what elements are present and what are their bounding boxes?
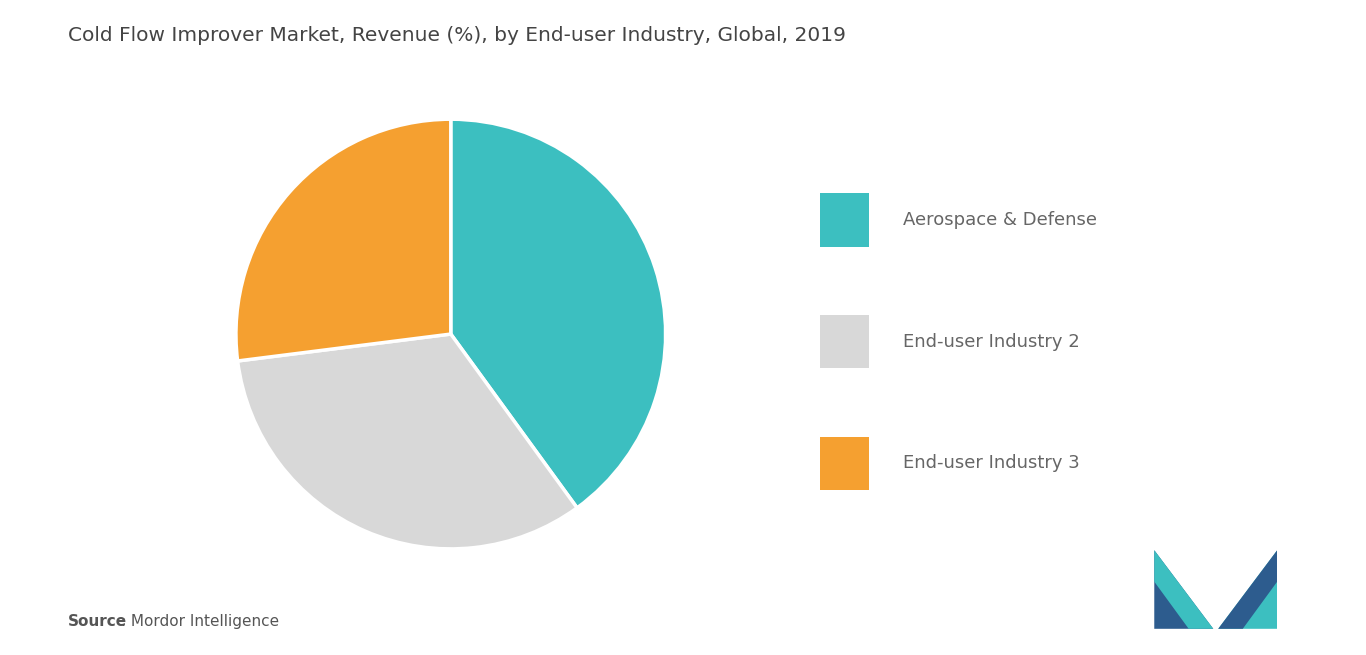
Polygon shape bbox=[1218, 550, 1277, 629]
FancyBboxPatch shape bbox=[820, 437, 869, 490]
Text: Aerospace & Defense: Aerospace & Defense bbox=[903, 211, 1097, 229]
Text: End-user Industry 2: End-user Industry 2 bbox=[903, 333, 1081, 350]
FancyBboxPatch shape bbox=[820, 193, 869, 247]
Wedge shape bbox=[236, 119, 451, 361]
Text: : Mordor Intelligence: : Mordor Intelligence bbox=[116, 614, 279, 629]
Text: Source: Source bbox=[68, 614, 127, 629]
FancyBboxPatch shape bbox=[820, 315, 869, 368]
Polygon shape bbox=[1154, 550, 1213, 629]
Polygon shape bbox=[1154, 550, 1213, 629]
Wedge shape bbox=[238, 334, 576, 549]
Text: Cold Flow Improver Market, Revenue (%), by End-user Industry, Global, 2019: Cold Flow Improver Market, Revenue (%), … bbox=[68, 26, 846, 45]
Text: End-user Industry 3: End-user Industry 3 bbox=[903, 454, 1081, 472]
Wedge shape bbox=[451, 119, 665, 508]
Polygon shape bbox=[1218, 550, 1277, 629]
